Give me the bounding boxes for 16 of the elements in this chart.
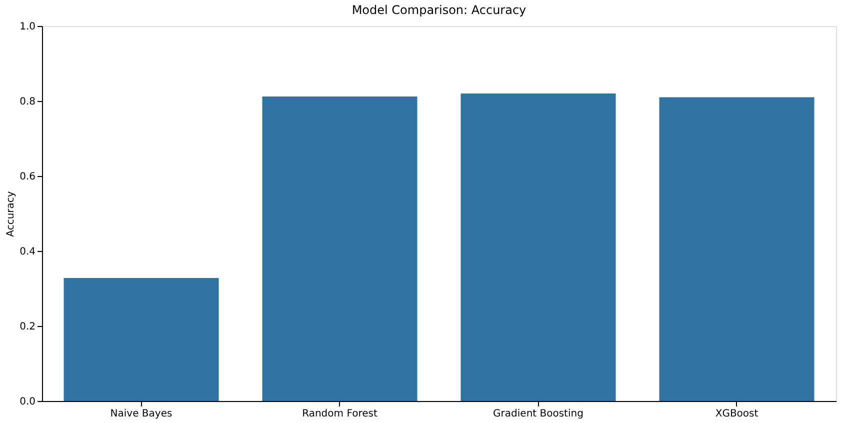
y-tick-label: 0.4	[20, 246, 36, 258]
bar	[262, 96, 418, 401]
bar	[460, 94, 616, 401]
y-tick-label: 0.2	[20, 322, 36, 332]
bar	[659, 97, 814, 401]
y-tick-label: 0.0	[20, 396, 36, 408]
x-tick-label: Naive Bayes	[110, 408, 172, 420]
x-tick-label: XGBoost	[715, 408, 758, 420]
chart-title: Model Comparison: Accuracy	[352, 3, 526, 17]
y-tick-label: 0.6	[20, 172, 36, 182]
y-axis-title: Accuracy	[6, 191, 17, 237]
bar	[64, 278, 219, 401]
x-tick-label: Gradient Boosting	[493, 408, 584, 420]
x-tick-label: Random Forest	[302, 408, 378, 420]
y-tick-label: 0.8	[20, 96, 36, 108]
y-tick-label: 1.0	[20, 22, 36, 32]
